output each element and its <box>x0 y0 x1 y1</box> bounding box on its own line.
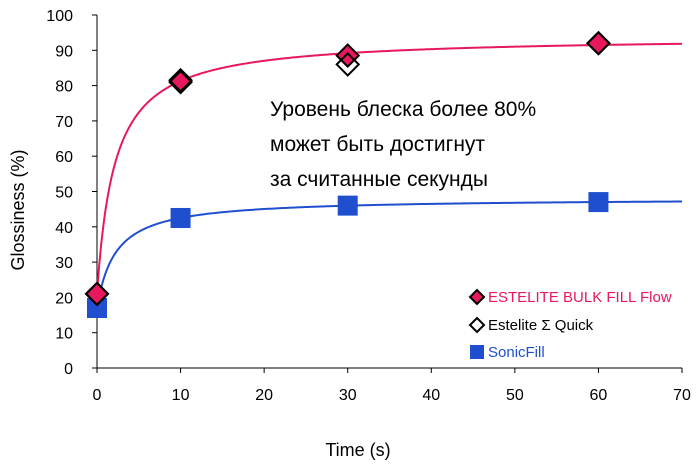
fit-curve <box>96 200 683 309</box>
data-point <box>588 192 609 213</box>
data-point <box>170 207 191 228</box>
y-tick-label: 0 <box>64 361 73 378</box>
y-tick-label: 30 <box>55 255 73 272</box>
fit-curves <box>96 42 683 309</box>
data-point <box>337 195 358 216</box>
y-tick-label: 10 <box>55 326 73 343</box>
data-point <box>84 281 110 307</box>
x-tick-label: 50 <box>506 387 524 404</box>
legend: ESTELITE BULK FILL Flow Estelite Σ Quick S… <box>468 288 672 361</box>
x-tick-label: 10 <box>172 387 190 404</box>
fit-curve <box>96 42 683 294</box>
legend-marker <box>468 288 486 306</box>
data-point <box>335 43 361 69</box>
annotation-line-1: Уровень блеска более 80% <box>270 98 536 121</box>
legend-label: ESTELITE BULK FILL Flow <box>488 289 672 306</box>
y-tick-label: 90 <box>55 43 73 60</box>
x-tick-label: 40 <box>422 387 440 404</box>
data-point <box>335 52 361 77</box>
data-point <box>87 297 107 318</box>
data-point <box>586 30 611 56</box>
data-point <box>168 69 193 95</box>
legend-marker <box>468 316 486 334</box>
x-tick-label: 60 <box>590 387 608 404</box>
axes: 0 10 20 30 40 50 60 70 80 90 100 0 10 20 30 40 50 60 70 <box>46 8 691 404</box>
x-axis-label: Time (s) <box>325 440 390 460</box>
y-tick-label: 100 <box>46 8 73 25</box>
y-tick-label: 40 <box>55 220 73 237</box>
x-tick-label: 30 <box>339 387 357 404</box>
x-tick-label: 20 <box>255 387 273 404</box>
y-tick-label: 70 <box>55 114 73 131</box>
y-tick-label: 60 <box>55 149 73 166</box>
legend-label: SonicFill <box>488 344 545 361</box>
annotation-line-2: может быть достигнут <box>270 133 485 156</box>
legend-label: Estelite Σ Quick <box>488 317 594 334</box>
y-tick-label: 80 <box>55 79 73 96</box>
y-axis-label: Glossiness (%) <box>8 149 28 270</box>
x-tick-label: 0 <box>93 387 102 404</box>
annotation-line-3: за считанные секунды <box>270 168 488 191</box>
data-point <box>586 30 611 56</box>
legend-marker <box>470 345 484 359</box>
data-point <box>168 67 193 93</box>
data-points <box>84 30 611 318</box>
y-tick-label: 50 <box>55 185 73 202</box>
y-tick-label: 20 <box>55 290 73 307</box>
x-tick-label: 70 <box>673 387 691 404</box>
